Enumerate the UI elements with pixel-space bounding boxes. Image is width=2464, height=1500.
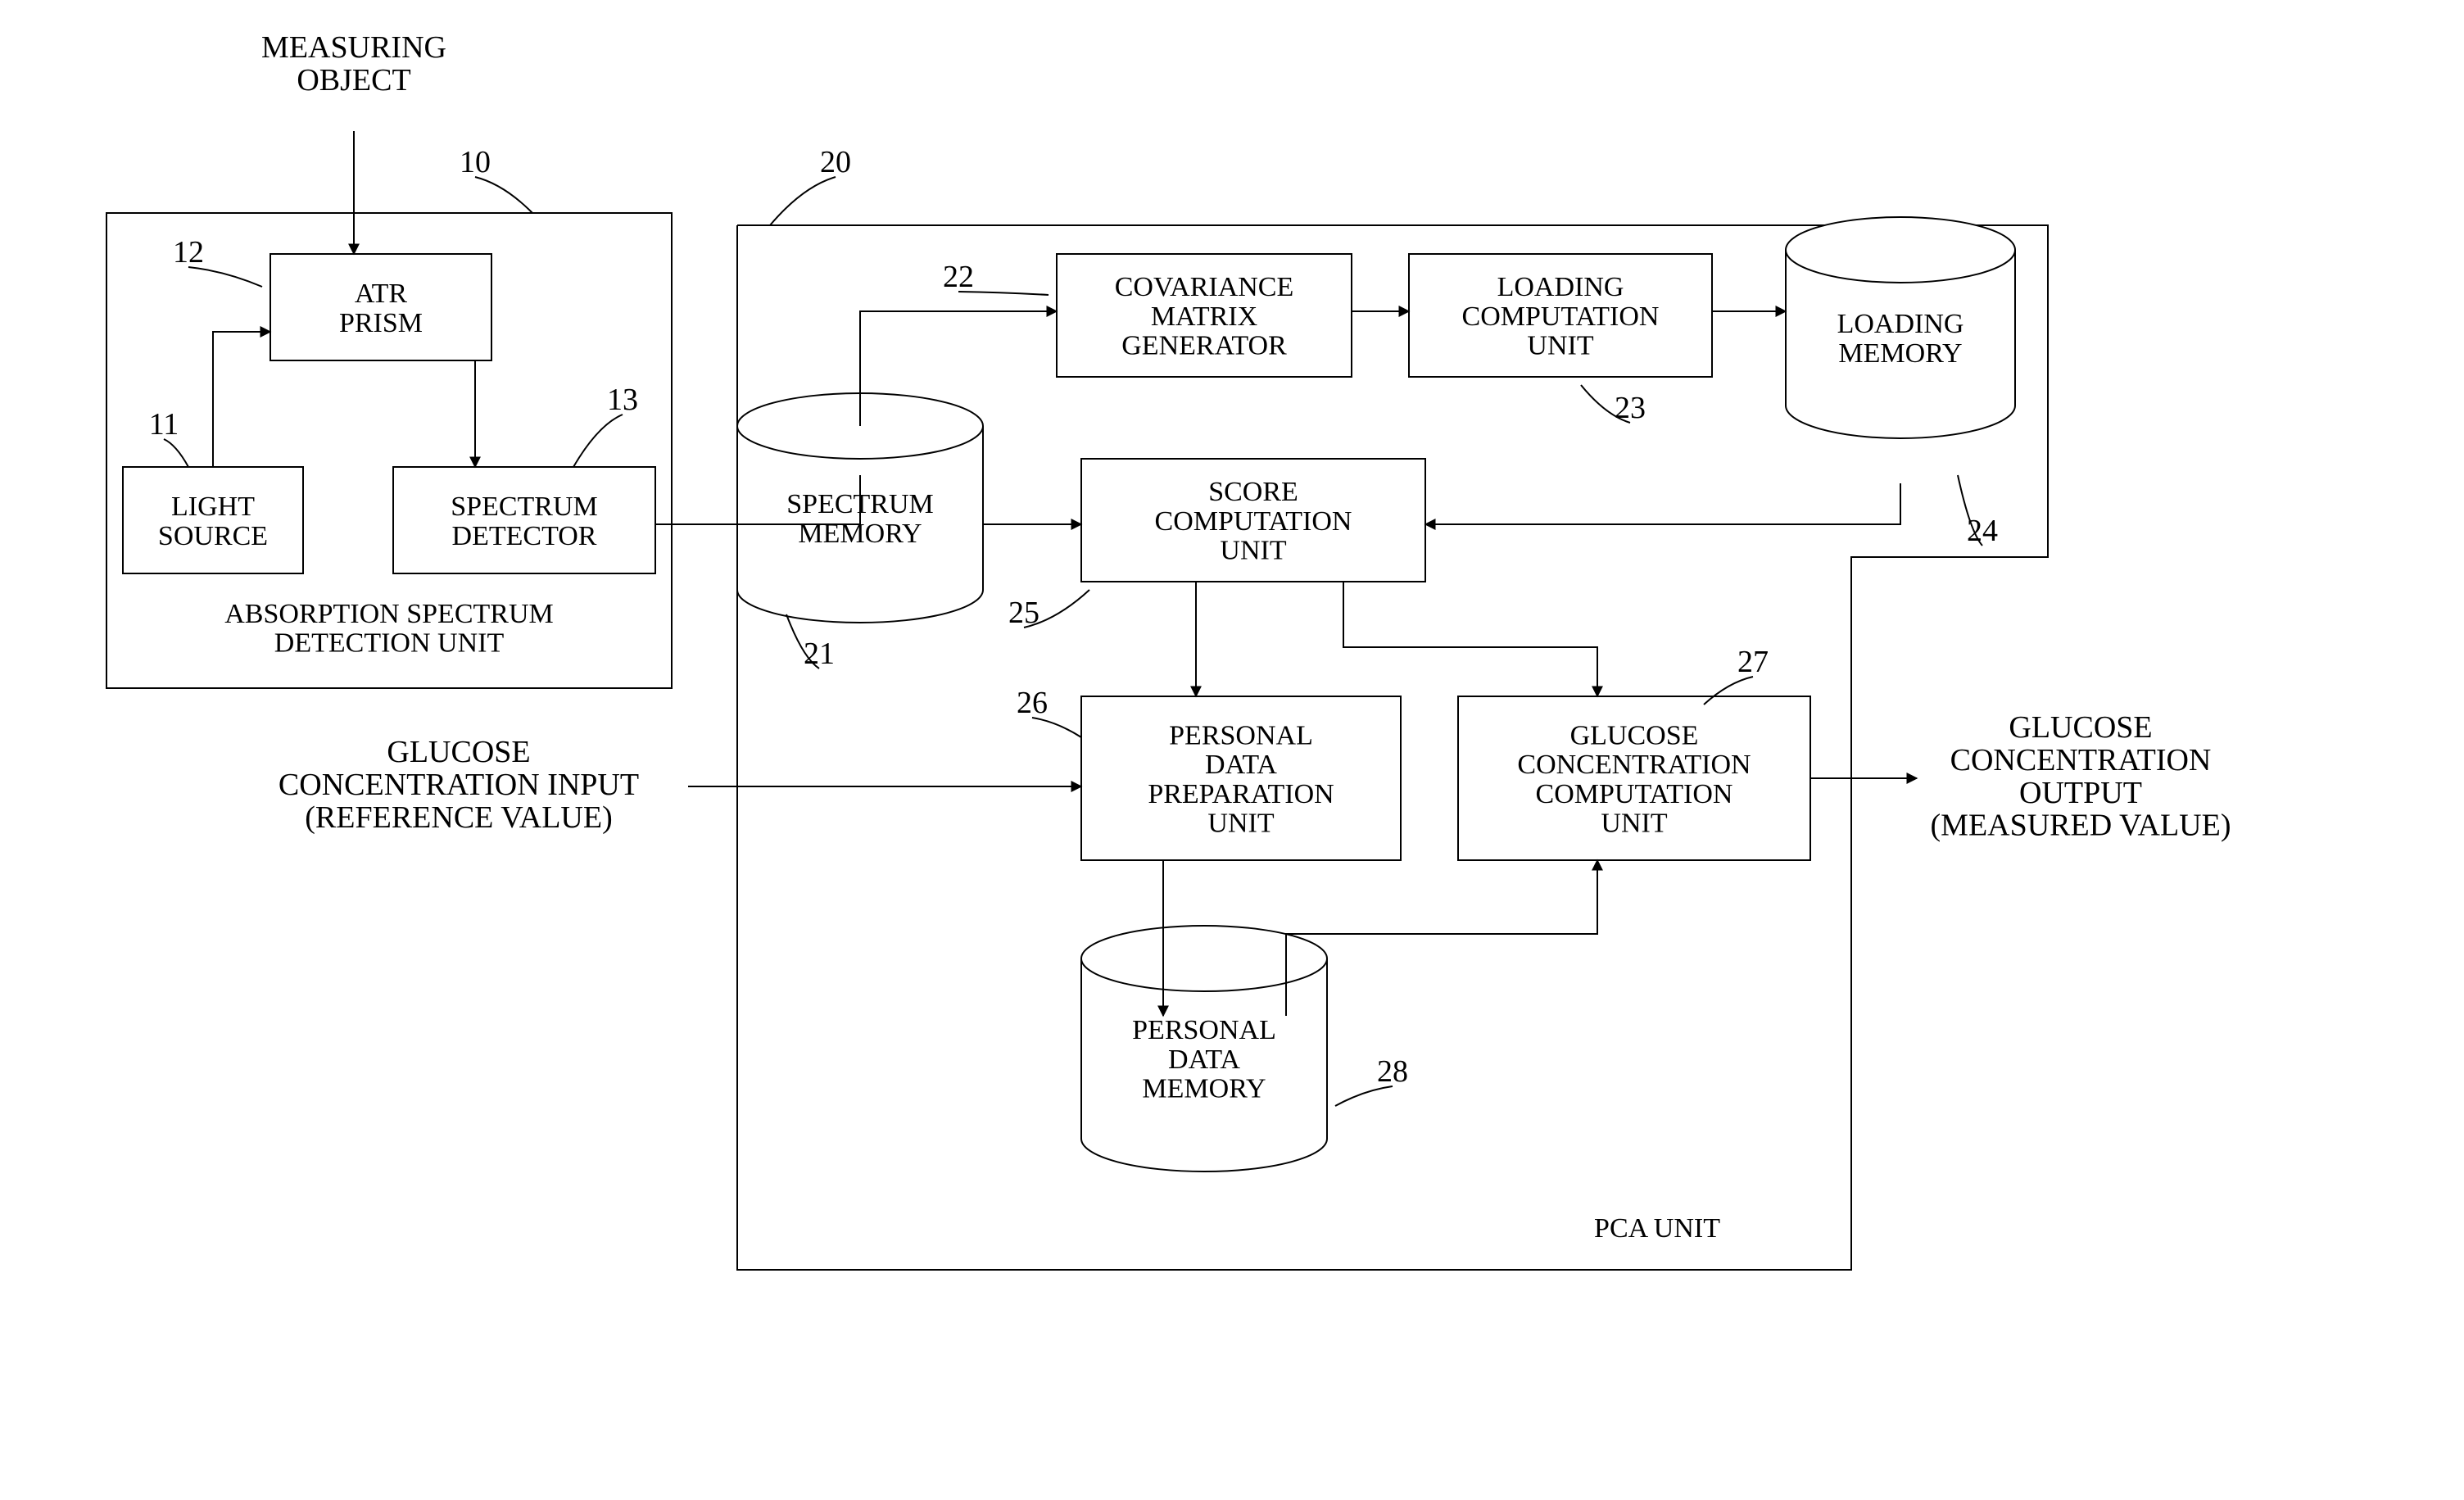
- flow-arrow: [1425, 483, 1900, 524]
- ref-number: 10: [460, 145, 491, 179]
- pca-unit-title: PCA UNIT: [1594, 1213, 1720, 1244]
- absorption-unit-title: ABSORPTION SPECTRUMDETECTION UNIT: [224, 599, 553, 659]
- cylinder-top: [1081, 926, 1327, 991]
- ref-number: 24: [1967, 514, 1998, 548]
- ref-number: 11: [149, 407, 179, 442]
- ref-number: 26: [1017, 686, 1048, 720]
- ref-number: 28: [1377, 1054, 1408, 1089]
- leader-line: [1032, 718, 1081, 737]
- leader-line: [164, 439, 188, 467]
- leader-line: [770, 177, 836, 225]
- glucose-output-label: GLUCOSECONCENTRATIONOUTPUT(MEASURED VALU…: [1931, 710, 2231, 843]
- ref-number: 12: [173, 235, 204, 270]
- ref-number: 23: [1615, 391, 1646, 425]
- cylinder-label: LOADINGMEMORY: [1837, 309, 1964, 369]
- leader-line: [475, 177, 532, 213]
- ref-number: 27: [1737, 645, 1769, 679]
- ref-number: 13: [607, 383, 638, 417]
- leader-line: [188, 267, 262, 287]
- flow-arrow: [1343, 582, 1597, 696]
- measuring-object-label: MEASURINGOBJECT: [261, 30, 446, 97]
- glucose-input-label: GLUCOSECONCENTRATION INPUT(REFERENCE VAL…: [279, 735, 639, 835]
- leader-line: [1335, 1086, 1393, 1106]
- ref-number: 21: [804, 637, 835, 671]
- flow-arrow: [213, 332, 270, 467]
- leader-line: [573, 415, 623, 467]
- flow-arrow: [1286, 860, 1597, 1016]
- spec-label: SPECTRUMDETECTOR: [451, 492, 598, 551]
- light-label: LIGHTSOURCE: [158, 492, 268, 551]
- cylinder-top: [1786, 217, 2015, 283]
- ref-number: 22: [943, 260, 974, 294]
- ref-number: 20: [820, 145, 851, 179]
